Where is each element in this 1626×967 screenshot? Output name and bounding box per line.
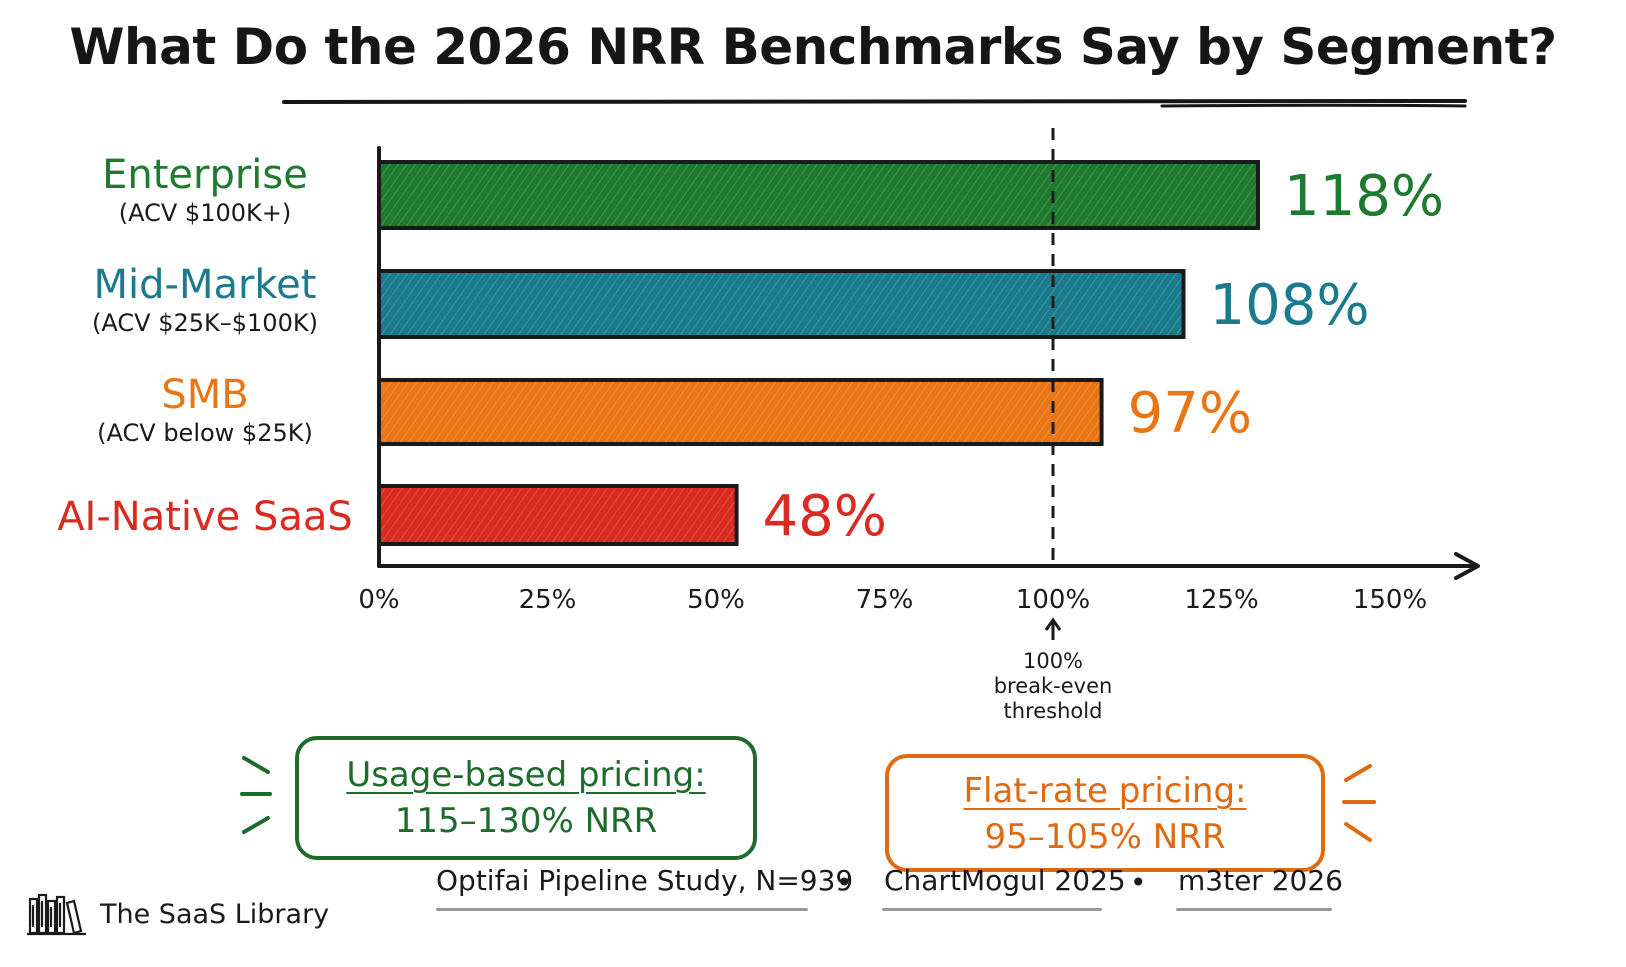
x-tick-label: 100%	[1016, 585, 1090, 615]
usage-callout-line1: Usage-based pricing:	[346, 755, 706, 795]
bar-hatch	[381, 273, 1182, 335]
usage-based-callout: Usage-based pricing: 115–130% NRR	[295, 736, 757, 860]
x-tick-label: 125%	[1184, 585, 1258, 615]
source-1-underline	[436, 908, 808, 911]
source-2: ChartMogul 2025	[884, 864, 1126, 897]
category-name: Enterprise	[102, 152, 308, 198]
bar-hatch	[381, 488, 735, 542]
category-sub: (ACV below $25K)	[97, 419, 313, 447]
flat-callout-line2: 95–105% NRR	[984, 817, 1226, 857]
bookshelf-icon	[27, 893, 86, 936]
x-tick-label: 50%	[687, 585, 745, 615]
category-sub: (ACV $25K–$100K)	[92, 309, 318, 337]
x-tick-label: 150%	[1353, 585, 1427, 615]
usage-callout-line2: 115–130% NRR	[394, 801, 658, 841]
category-label-enterprise: Enterprise (ACV $100K+)	[40, 152, 370, 228]
category-sub: (ACV $100K+)	[118, 199, 292, 227]
flat-callout-line1: Flat-rate pricing:	[963, 771, 1247, 811]
x-tick-label: 75%	[856, 585, 914, 615]
bar-value-label: 118%	[1284, 164, 1444, 229]
title-underline	[282, 97, 1467, 108]
break-even-label: threshold	[1004, 699, 1103, 723]
break-even-label: break-even	[994, 674, 1113, 698]
category-label-mid-market: Mid-Market (ACV $25K–$100K)	[40, 262, 370, 338]
break-even-arrowhead	[1044, 617, 1062, 631]
category-label-ai-native: AI-Native SaaS	[40, 494, 370, 540]
category-name: SMB	[161, 372, 249, 418]
category-label-smb: SMB (ACV below $25K)	[40, 372, 370, 448]
category-name: AI-Native SaaS	[57, 494, 353, 540]
source-1: Optifai Pipeline Study, N=939	[436, 864, 854, 897]
source-separator: •	[836, 866, 853, 899]
category-name: Mid-Market	[93, 262, 317, 308]
bar-value-label: 97%	[1128, 381, 1252, 446]
source-2-underline	[882, 908, 1102, 911]
source-separator: •	[1130, 866, 1147, 899]
source-3-underline	[1176, 908, 1332, 911]
usage-callout-rays	[240, 756, 272, 834]
chart-title: What Do the 2026 NRR Benchmarks Say by S…	[69, 18, 1557, 76]
source-3: m3ter 2026	[1178, 864, 1343, 897]
x-tick-label: 0%	[358, 585, 399, 615]
bar-value-label: 108%	[1210, 273, 1370, 338]
bar-hatch	[381, 382, 1100, 442]
x-axis-arrow	[1454, 552, 1480, 580]
brand: The SaaS Library	[26, 890, 329, 938]
brand-name: The SaaS Library	[100, 898, 330, 930]
bar-hatch	[381, 164, 1256, 226]
bar-value-label: 48%	[763, 484, 887, 549]
break-even-label: 100%	[1023, 649, 1083, 673]
flat-callout-rays	[1342, 764, 1376, 842]
flat-rate-callout: Flat-rate pricing: 95–105% NRR	[885, 754, 1325, 872]
x-tick-label: 25%	[519, 585, 577, 615]
